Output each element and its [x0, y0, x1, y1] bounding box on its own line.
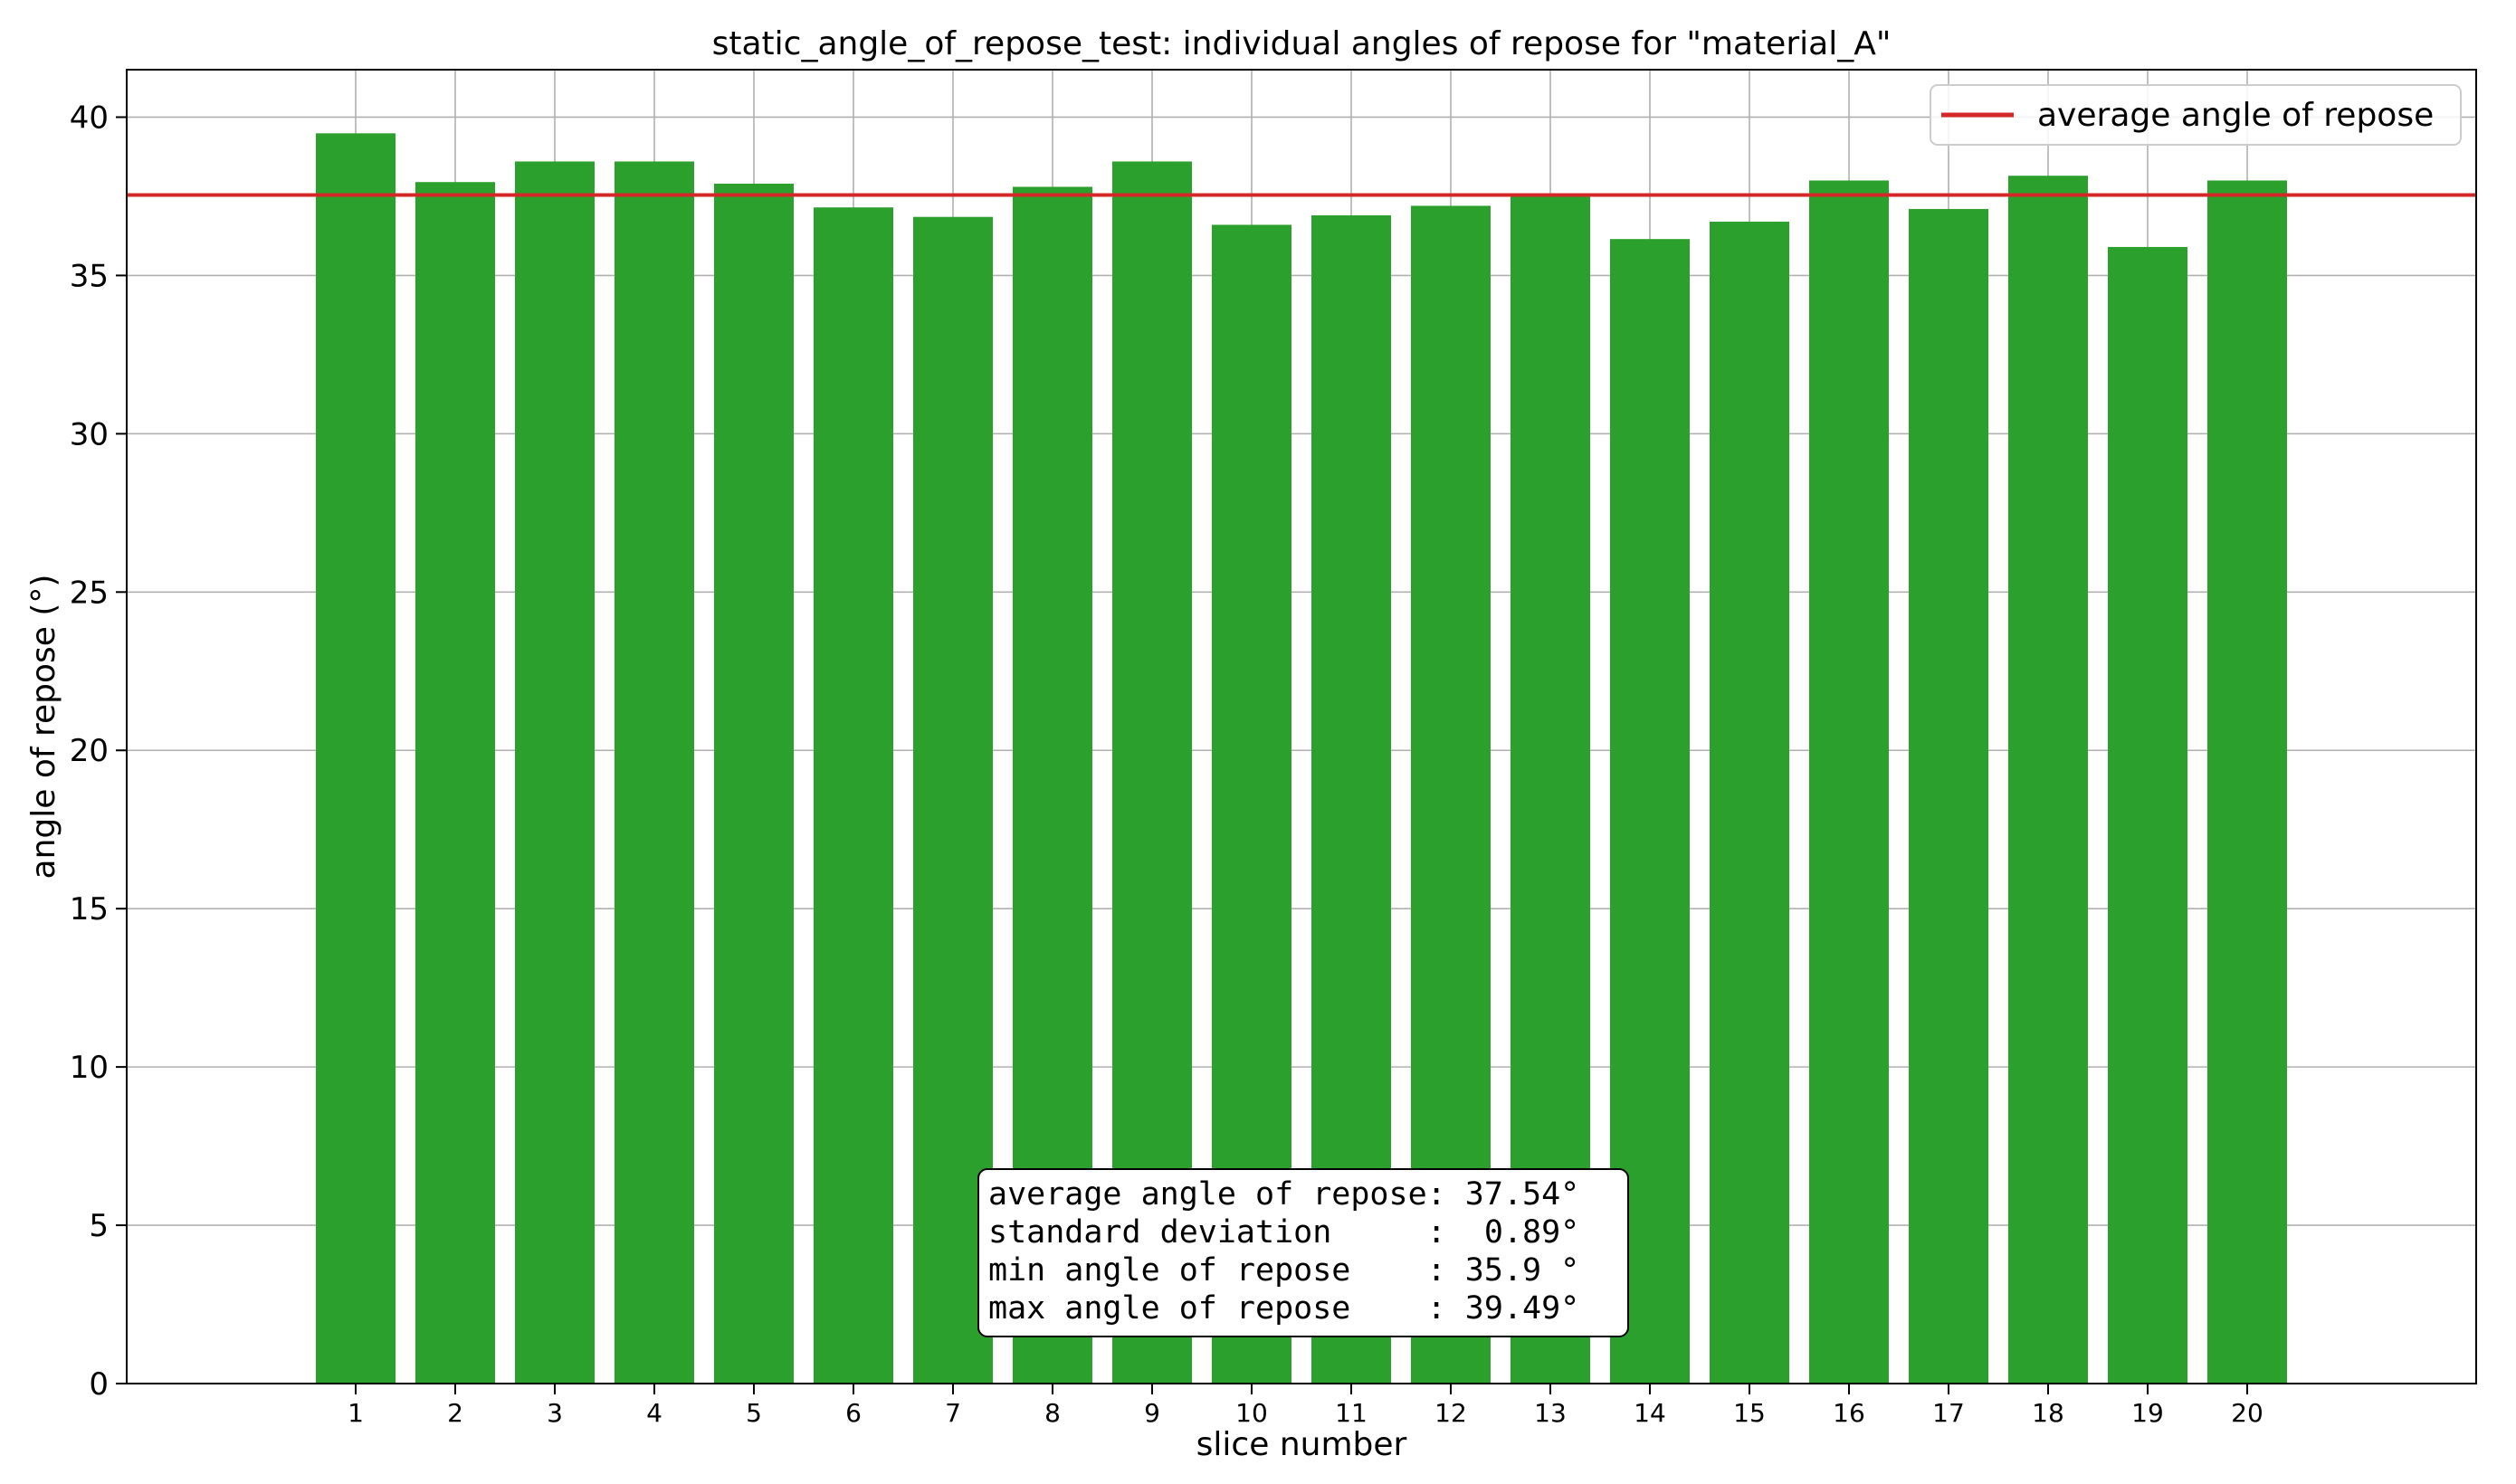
y-tick-label: 20	[70, 733, 109, 769]
legend-label: average angle of repose	[2037, 97, 2434, 134]
bar-slice-5	[714, 183, 794, 1384]
x-tick-label: 19	[2131, 1398, 2164, 1428]
bar-slice-18	[2008, 176, 2088, 1384]
x-tick-label: 15	[1733, 1398, 1766, 1428]
x-tick-label: 16	[1833, 1398, 1865, 1428]
stats-box: average angle of repose: 37.54° standard…	[977, 1168, 1629, 1337]
x-tick-label: 8	[1044, 1398, 1061, 1428]
x-tick-label: 11	[1335, 1398, 1368, 1428]
stats-box-frame	[977, 1168, 1629, 1337]
chart-title: static_angle_of_repose_test: individual …	[712, 25, 1892, 62]
x-tick-label: 14	[1634, 1398, 1666, 1428]
bar-slice-3	[515, 161, 595, 1384]
bar-slice-2	[415, 182, 495, 1384]
bar-slice-4	[615, 161, 694, 1384]
x-tick-label: 5	[746, 1398, 762, 1428]
x-tick-label: 1	[348, 1398, 364, 1428]
stats-line-std: standard deviation : 0.89°	[988, 1214, 1579, 1251]
y-tick-label: 25	[70, 575, 109, 611]
x-tick-label: 12	[1434, 1398, 1467, 1428]
y-tick-label: 35	[70, 258, 109, 294]
x-tick-label: 17	[1932, 1398, 1965, 1428]
x-tick-label: 9	[1144, 1398, 1160, 1428]
stats-line-average: average angle of repose: 37.54°	[988, 1176, 1579, 1213]
y-tick-label: 40	[70, 100, 109, 136]
bar-slice-20	[2207, 180, 2287, 1384]
x-axis-label: slice number	[1196, 1426, 1407, 1463]
y-axis-label: angle of repose (°)	[25, 575, 62, 880]
bar-slice-17	[1909, 208, 1988, 1384]
x-tick-label: 7	[945, 1398, 961, 1428]
x-tick-label: 13	[1534, 1398, 1567, 1428]
x-tick-label: 6	[845, 1398, 862, 1428]
y-tick-label: 0	[89, 1366, 109, 1403]
y-tick-label: 15	[70, 891, 109, 928]
bar-slice-15	[1710, 221, 1789, 1384]
x-tick-label: 4	[646, 1398, 662, 1428]
y-tick-label: 5	[89, 1208, 109, 1244]
plot-frame	[126, 69, 2477, 1384]
legend-box	[1930, 84, 2462, 146]
x-tick-label: 3	[547, 1398, 563, 1428]
bar-slice-1	[316, 133, 396, 1384]
x-tick-label: 2	[447, 1398, 463, 1428]
x-tick-label: 20	[2231, 1398, 2263, 1428]
bar-slice-19	[2108, 246, 2187, 1384]
bars	[316, 133, 2287, 1384]
y-axis-ticks: 0 5 10 15 20 25 30 35 40	[70, 100, 127, 1403]
x-tick-label: 18	[2032, 1398, 2064, 1428]
legend: average angle of repose	[1930, 84, 2462, 146]
bar-slice-6	[814, 207, 893, 1384]
bar-slice-16	[1809, 180, 1889, 1384]
stats-line-min: min angle of repose : 35.9 °	[988, 1252, 1579, 1289]
stats-line-max: max angle of repose : 39.49°	[988, 1290, 1579, 1327]
x-tick-label: 10	[1235, 1398, 1268, 1428]
y-tick-label: 10	[70, 1050, 109, 1086]
y-tick-label: 30	[70, 416, 109, 452]
x-axis-ticks: 1 2 3 4 5 6 7 8 9 10 11 12 13 14 15 16 17 18 19 20	[348, 1384, 2263, 1428]
